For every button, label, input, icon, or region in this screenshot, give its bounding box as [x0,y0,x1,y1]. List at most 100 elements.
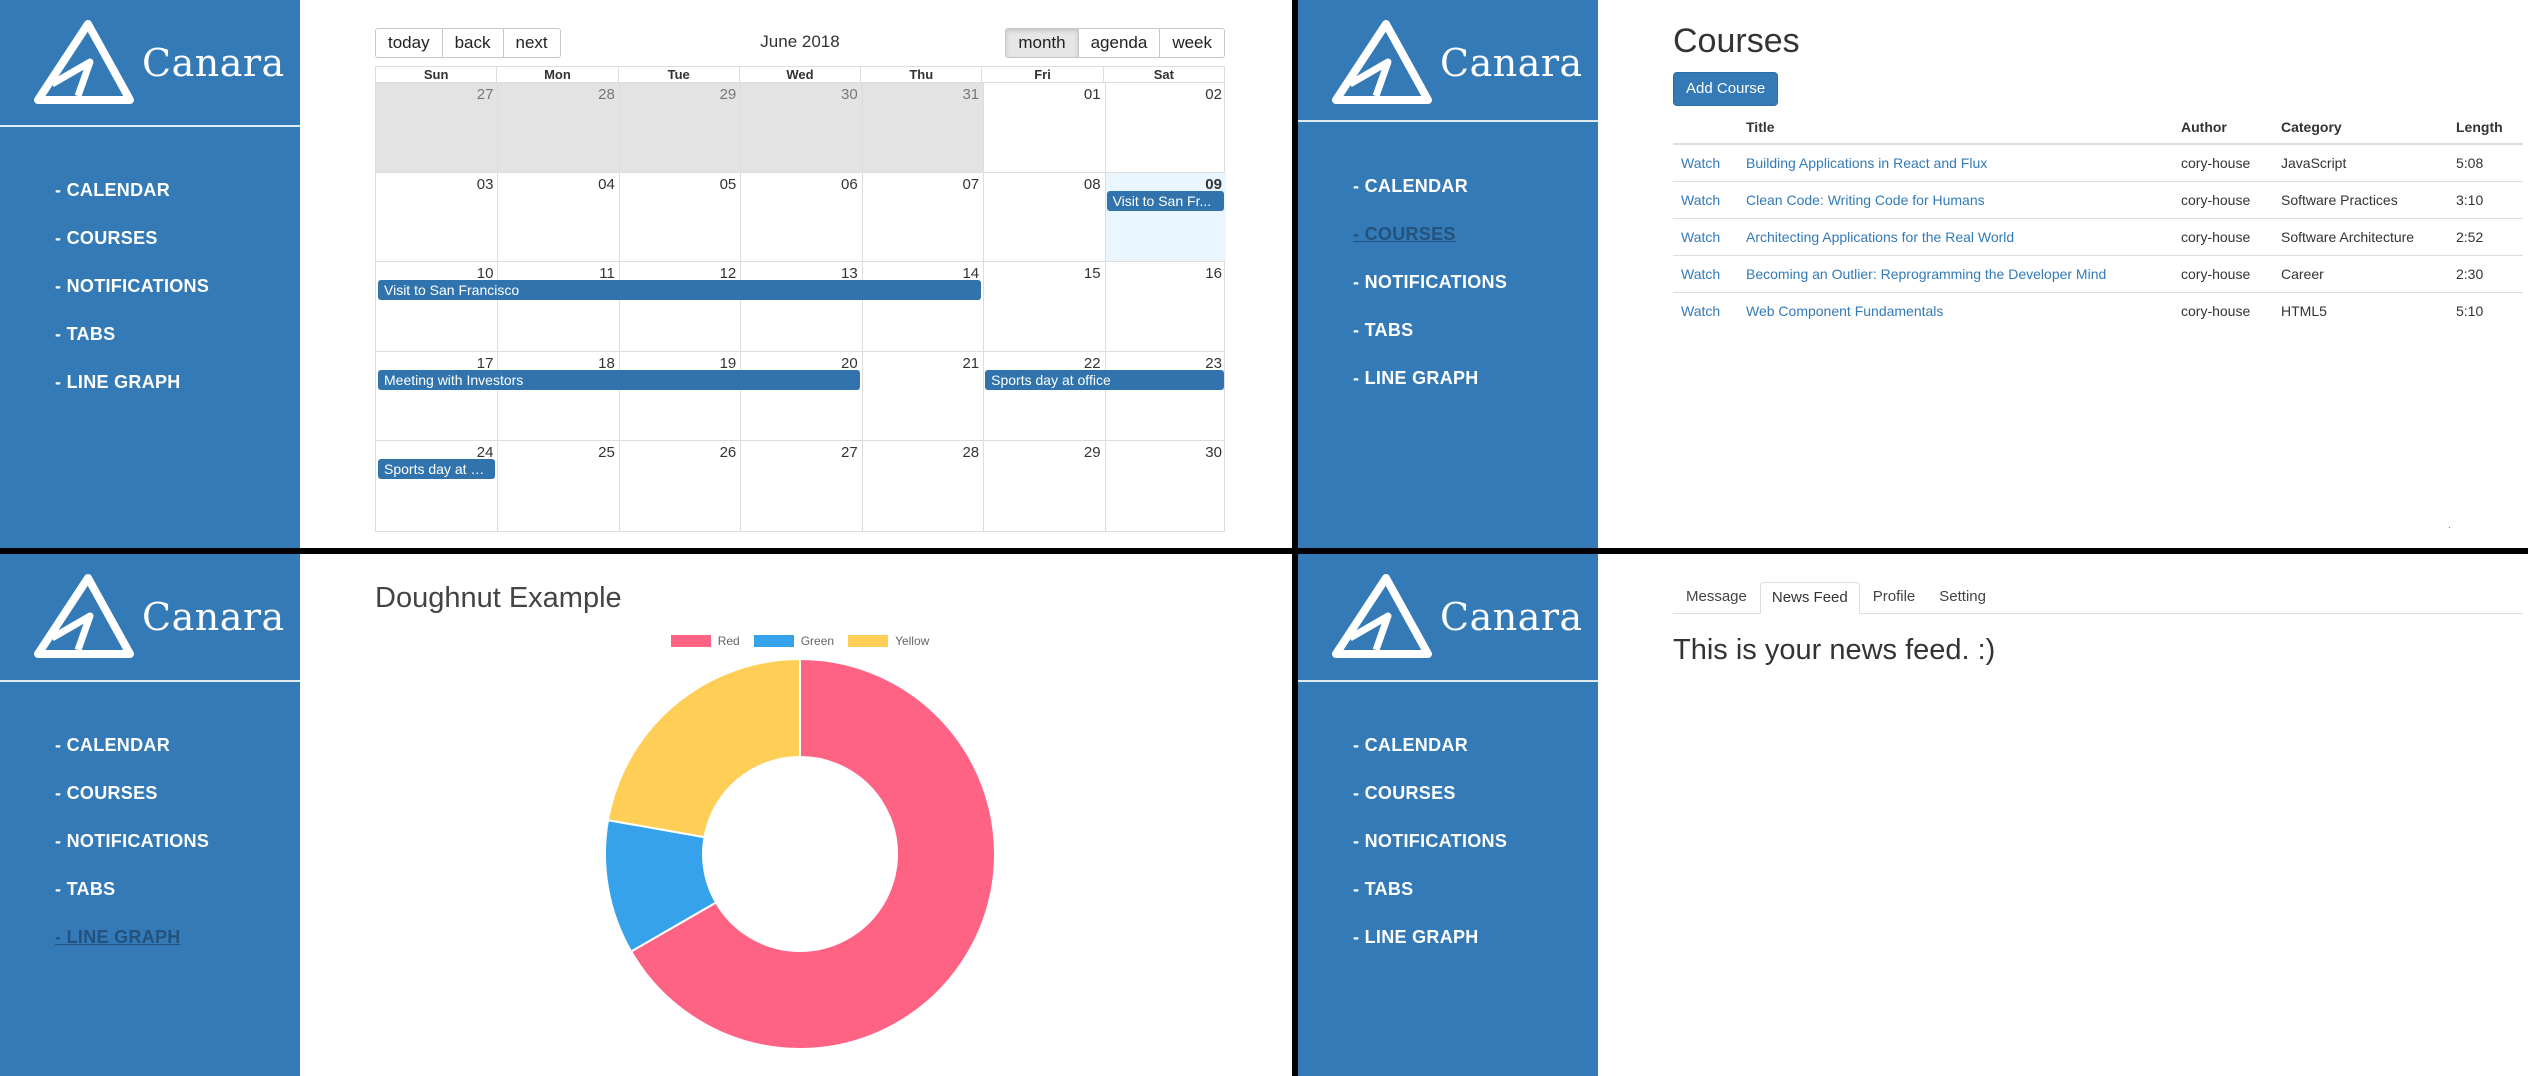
legend-item[interactable]: Red [670,634,740,648]
table-cell: cory-house [2173,180,2273,218]
nav-item-courses[interactable]: - COURSES [1353,224,1456,244]
calendar-day-cell[interactable]: 11 [497,262,618,351]
nav-item-notifications[interactable]: - NOTIFICATIONS [1353,831,1508,851]
calendar-day-cell[interactable]: 17 [476,354,494,372]
tab-message[interactable]: Message [1686,588,1747,605]
calendar-day-cell[interactable]: 02 [1104,83,1226,172]
calendar-day-cell[interactable]: 08 [983,172,1104,261]
course-title-link[interactable]: Web Component Fundamentals [1746,302,1944,319]
column-header-watch [1673,110,1738,145]
today-button[interactable]: today [375,28,443,58]
add-course-button[interactable]: Add Course [1673,72,1779,106]
course-title-link[interactable]: Clean Code: Writing Code for Humans [1746,191,1985,208]
calendar-event[interactable]: Sports day at office [985,369,1224,390]
legend-item[interactable]: Green [753,634,834,648]
calendar-day-cell[interactable]: 19 [618,351,740,440]
weekday-header-cell: Thu [860,67,981,82]
calendar-event[interactable]: Sports day at o... [378,459,496,479]
doughnut-slice-yellow[interactable] [606,657,801,839]
calendar-day-cell[interactable]: 09 [1104,172,1226,261]
nav-item-line-graph[interactable]: - LINE GRAPH [1353,927,1479,947]
tab-setting[interactable]: Setting [1939,588,1986,605]
sidebar-divider [0,125,300,127]
nav-item-calendar[interactable]: - CALENDAR [1353,176,1468,196]
calendar-day-cell[interactable]: 18 [497,351,618,440]
brand-logo[interactable]: Canara [1328,572,1583,662]
nav-item-courses[interactable]: - COURSES [55,228,158,248]
calendar-event[interactable]: Visit to San Fr... [1106,190,1224,211]
calendar-day-cell[interactable]: 12 [618,262,740,351]
nav-item-calendar[interactable]: - CALENDAR [55,735,170,755]
legend-item[interactable]: Yellow [848,634,929,648]
calendar-event[interactable]: Meeting with Investors [378,369,860,390]
nav-item-line-graph[interactable]: - LINE GRAPH [1353,368,1479,388]
calendar-day-cell[interactable]: 20 [740,351,861,440]
tab-profile[interactable]: Profile [1872,588,1916,605]
course-length: 2:52 [2456,228,2484,245]
calendar-day-cell[interactable]: 22 [983,351,1104,440]
calendar-day-cell[interactable]: 05 [618,172,740,261]
nav-item-line-graph[interactable]: - LINE GRAPH [55,372,181,392]
calendar-day-cell[interactable]: 03 [476,175,494,193]
calendar-day-cell[interactable]: 16 [1104,262,1226,351]
watch-link[interactable]: Watch [1681,265,1721,282]
calendar-day-cell[interactable]: 29 [618,83,741,172]
brand-logo[interactable]: Canara [30,18,285,108]
nav-item-notifications[interactable]: - NOTIFICATIONS [55,276,210,296]
weekday-header-cell: Fri [981,67,1102,82]
calendar-day-cell[interactable]: 23 [1104,351,1226,440]
table-cell: cory-house [2173,217,2273,255]
calendar-day-cell[interactable]: 28 [861,441,983,531]
doughnut-slice-red[interactable] [629,657,996,1050]
tab-news-feed[interactable]: News Feed [1759,582,1860,614]
calendar-day-cell[interactable]: 24 [476,444,494,461]
calendar-day-cell[interactable]: 21 [861,351,983,440]
agenda-view-button[interactable]: agenda [1077,28,1161,58]
course-category: Software Practices [2281,191,2398,208]
next-button[interactable]: next [502,28,561,58]
calendar-day-cell[interactable]: 29 [983,441,1104,531]
course-title-link[interactable]: Building Applications in React and Flux [1746,154,1988,171]
calendar-day-cell[interactable]: 27 [740,441,861,531]
table-cell: Watch [1673,291,1738,329]
calendar-day-cell[interactable]: 15 [983,262,1104,351]
back-button[interactable]: back [441,28,504,58]
calendar-day-cell[interactable]: 06 [740,172,861,261]
calendar-day-cell[interactable]: 01 [983,83,1104,172]
calendar-day-cell[interactable]: 07 [861,172,983,261]
nav-item-tabs[interactable]: - TABS [55,879,116,899]
month-view-button[interactable]: month [1005,28,1079,58]
nav-item-tabs[interactable]: - TABS [1353,320,1414,340]
calendar-day-cell[interactable]: 31 [861,83,984,172]
course-title-link[interactable]: Architecting Applications for the Real W… [1746,228,2015,245]
calendar-day-cell[interactable]: 10 [476,265,494,282]
calendar-day-cell[interactable]: 30 [1104,441,1226,531]
calendar-day-cell[interactable]: 26 [618,441,740,531]
nav-item-courses[interactable]: - COURSES [55,783,158,803]
watch-link[interactable]: Watch [1681,191,1721,208]
nav-item-notifications[interactable]: - NOTIFICATIONS [1353,272,1508,292]
calendar-day-cell[interactable]: 13 [740,262,861,351]
nav-item-tabs[interactable]: - TABS [1353,879,1414,899]
nav-item-calendar[interactable]: - CALENDAR [55,180,170,200]
watch-link[interactable]: Watch [1681,228,1721,245]
week-view-button[interactable]: week [1159,28,1225,58]
course-title-link[interactable]: Becoming an Outlier: Reprogramming the D… [1746,265,2107,282]
calendar-event[interactable]: Visit to San Francisco [378,280,982,300]
calendar-day-cell[interactable]: 27 [376,83,498,172]
calendar-day-cell[interactable]: 25 [497,441,618,531]
line-graph-screen: Canara - CALENDAR - COURSES - NOTIFICATI… [0,554,1292,1076]
nav-item-tabs[interactable]: - TABS [55,324,116,344]
nav-item-calendar[interactable]: - CALENDAR [1353,735,1468,755]
calendar-day-cell[interactable]: 04 [497,172,618,261]
calendar-day-cell[interactable]: 14 [861,262,983,351]
calendar-day-cell[interactable]: 30 [740,83,862,172]
nav-item-line-graph[interactable]: - LINE GRAPH [55,927,181,947]
calendar-day-cell[interactable]: 28 [497,83,619,172]
brand-logo[interactable]: Canara [30,572,285,662]
brand-logo[interactable]: Canara [1328,18,1583,108]
nav-item-courses[interactable]: - COURSES [1353,783,1456,803]
watch-link[interactable]: Watch [1681,154,1721,171]
nav-item-notifications[interactable]: - NOTIFICATIONS [55,831,210,851]
watch-link[interactable]: Watch [1681,302,1721,319]
